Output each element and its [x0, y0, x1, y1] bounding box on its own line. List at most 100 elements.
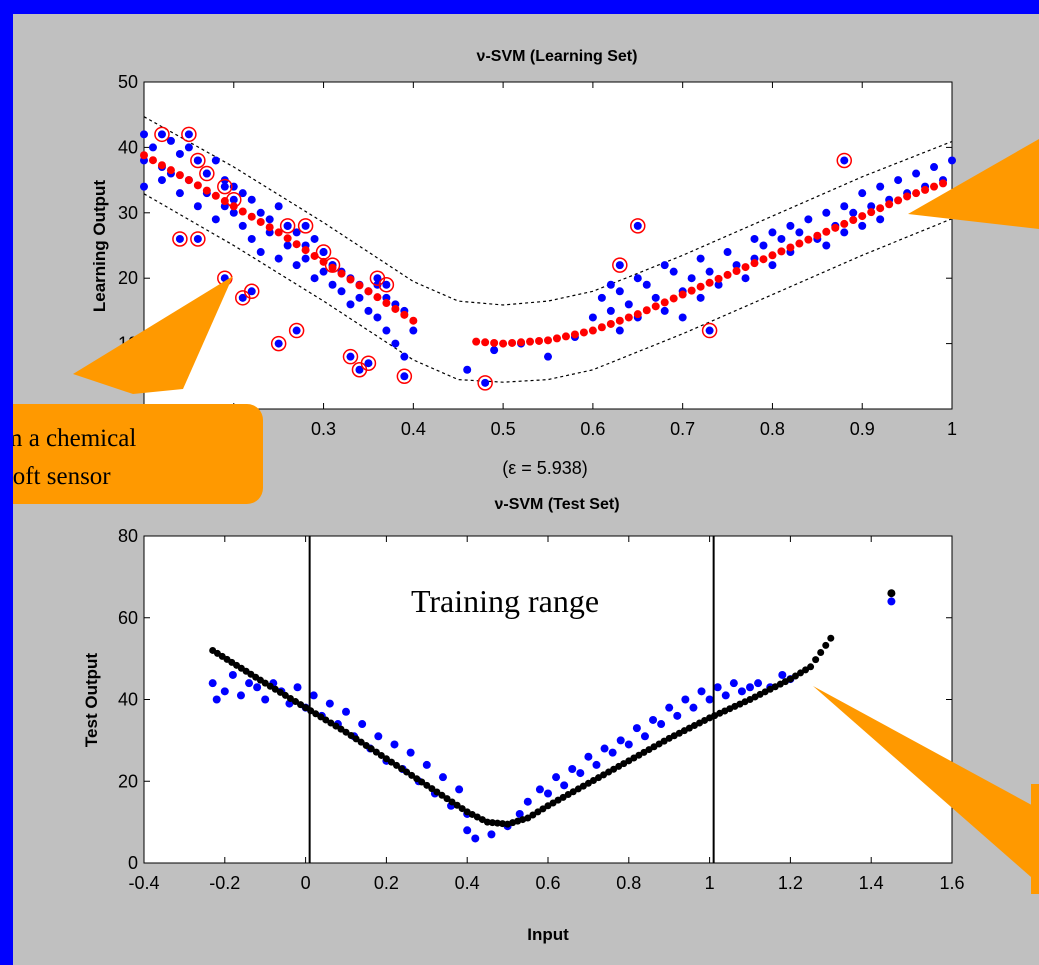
test-fit-point — [342, 728, 350, 736]
learning-y-label: Learning Output — [90, 180, 109, 313]
learning-fit-point — [184, 176, 193, 185]
learning-fit-point — [292, 240, 301, 249]
test-fit-point — [488, 819, 496, 827]
learning-fit-point — [364, 287, 373, 296]
learning-data-point — [651, 293, 660, 302]
support-vector-point — [184, 130, 193, 139]
callout-text-line2: soft sensor — [13, 463, 111, 490]
learning-xtick-label: 0.4 — [401, 419, 426, 439]
learning-fit-point — [813, 231, 822, 240]
learning-fit-point — [732, 267, 741, 276]
test-fit-point — [443, 795, 451, 803]
test-fit-point — [499, 820, 507, 828]
learning-data-point — [642, 280, 651, 289]
test-fit-point — [827, 634, 835, 642]
learning-data-point — [669, 267, 678, 276]
training-range-lines — [308, 536, 715, 863]
support-vector-point — [633, 221, 642, 230]
learning-fit-point — [544, 336, 552, 345]
support-vector-point — [319, 248, 328, 257]
learning-fit-point — [508, 338, 517, 347]
support-vector-point — [229, 195, 238, 204]
learning-fit-point — [912, 189, 921, 198]
learning-fit-point — [148, 156, 157, 165]
learning-fit-point — [840, 219, 849, 228]
learning-fit-point — [283, 234, 292, 243]
support-vector-point — [373, 274, 382, 283]
test-fit-point — [428, 785, 436, 793]
support-vector-ring — [270, 335, 287, 352]
test-fit-point — [822, 641, 830, 649]
support-vector-ring — [288, 322, 305, 339]
test-data-point — [253, 683, 262, 692]
test-data-point — [568, 764, 577, 773]
test-data-point — [309, 691, 318, 700]
support-vector-point — [301, 221, 310, 230]
support-vector-ring — [154, 126, 170, 143]
learning-fit-point — [831, 223, 840, 232]
test-fit-point — [433, 788, 441, 796]
learning-fit-point — [696, 282, 705, 291]
test-y-label: Test Output — [82, 653, 101, 747]
learning-data-point — [148, 143, 157, 152]
support-vector-ring — [378, 276, 395, 293]
learning-data-point — [588, 313, 597, 322]
learning-fit-point — [858, 212, 867, 221]
learning-data-point — [840, 202, 849, 211]
callout-arrow-top-right — [908, 139, 1039, 229]
learning-data-point — [256, 248, 265, 257]
learning-fit-point — [373, 293, 382, 302]
learning-data-point — [337, 287, 346, 296]
learning-data-point — [822, 241, 831, 250]
support-vector-point — [274, 339, 283, 348]
test-fit-point — [539, 805, 547, 813]
test-data-point — [592, 760, 601, 769]
learning-fit-point — [526, 337, 535, 346]
learning-fit-point — [885, 200, 894, 209]
test-fit-point — [362, 741, 370, 749]
learning-data-point — [373, 313, 382, 322]
test-xtick-label: -0.2 — [209, 873, 240, 893]
test-data-point — [208, 679, 217, 688]
learning-fit-point — [876, 204, 885, 213]
test-data-point — [705, 695, 714, 704]
test-data-point — [640, 732, 649, 741]
learning-data-point — [328, 280, 337, 289]
learning-fit — [140, 151, 948, 348]
learning-data-point — [211, 215, 220, 224]
test-xtick-label: 1.4 — [859, 873, 884, 893]
learning-data-point — [696, 254, 705, 263]
test-fit-point — [529, 811, 537, 819]
support-vector-point — [292, 326, 301, 335]
test-ytick-label: 20 — [118, 771, 138, 791]
learning-data-point — [283, 241, 292, 250]
support-vector-point — [346, 352, 355, 361]
test-data-point — [228, 670, 237, 679]
test-fit-point — [327, 719, 335, 727]
test-fit-point — [372, 748, 380, 756]
learning-data-point — [597, 293, 606, 302]
learning-fit-point — [499, 339, 508, 348]
callout-box-bottom-right — [1031, 784, 1039, 894]
callout-text-line1: m a chemical — [13, 425, 136, 452]
learning-fit-point — [588, 326, 597, 335]
test-data-point — [649, 715, 658, 724]
learning-data-point — [606, 306, 615, 315]
test-data-point — [584, 752, 593, 761]
test-fit-point — [797, 669, 804, 677]
learning-fit-point — [256, 217, 265, 226]
learning-fit-point — [777, 247, 786, 256]
test-xtick-label: 0.2 — [374, 873, 399, 893]
learning-fit-point — [535, 336, 544, 345]
learning-data-point — [750, 234, 759, 243]
learning-data-point — [409, 326, 418, 335]
learning-data-point — [193, 202, 202, 211]
learning-fit-point — [786, 243, 795, 252]
learning-fit-point — [939, 179, 948, 188]
learning-fit-point — [220, 197, 229, 206]
learning-xtick-label: 0.3 — [311, 419, 336, 439]
test-fit-point — [352, 735, 360, 743]
support-vector-ring — [612, 257, 628, 273]
learning-fit-point — [238, 207, 247, 216]
learning-data-point — [247, 234, 256, 243]
